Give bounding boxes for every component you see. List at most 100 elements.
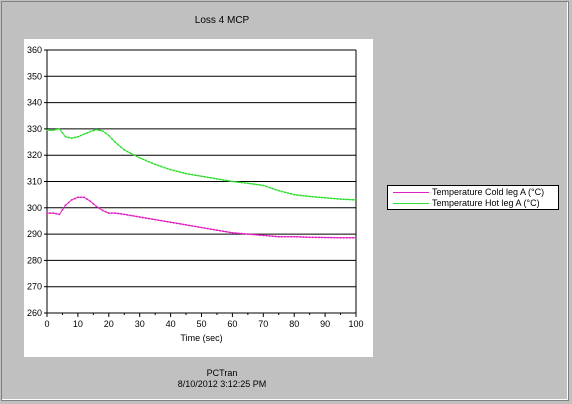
series-0-point	[330, 236, 333, 239]
series-1-point	[324, 197, 326, 199]
x-tick-label-50: 50	[196, 319, 206, 329]
series-0-point	[281, 235, 283, 238]
series-1-point	[339, 198, 342, 200]
legend-swatch-cold-leg	[393, 192, 429, 193]
series-1-point	[293, 193, 295, 196]
y-tick-label-340: 340	[27, 98, 42, 108]
footer: PCTran 8/10/2012 3:12:25 PM	[102, 368, 342, 390]
series-0-point	[274, 235, 277, 238]
series-1-point	[228, 180, 231, 182]
series-0-point	[302, 236, 305, 238]
series-1-point	[111, 137, 113, 140]
x-tick-label-70: 70	[258, 319, 268, 329]
series-1-point	[157, 164, 160, 167]
window-bevel	[2, 2, 568, 400]
series-1-point	[126, 150, 129, 153]
x-tick-label-100: 100	[348, 319, 363, 329]
series-0-point	[231, 231, 234, 234]
series-0-point	[237, 232, 240, 235]
series-0-point	[225, 230, 228, 233]
y-tick-label-360: 360	[27, 45, 42, 55]
series-0-point	[308, 236, 311, 239]
y-tick-label-300: 300	[27, 203, 42, 213]
series-1-point	[101, 130, 104, 132]
series-0-point	[299, 236, 302, 238]
series-1-point	[120, 146, 122, 149]
series-1-point	[55, 128, 58, 131]
series-1-point	[117, 143, 119, 146]
series-0-point	[58, 213, 61, 216]
series-1-point	[46, 129, 48, 132]
series-0-point	[318, 236, 320, 239]
series-0-point	[250, 233, 252, 236]
series-0-point	[219, 229, 221, 232]
series-1-point	[172, 169, 175, 172]
series-0-point	[117, 212, 119, 215]
legend-entry-hot-leg: Temperature Hot leg A (°C)	[388, 198, 558, 209]
series-1-point	[284, 191, 286, 194]
legend-swatch-hot-leg	[393, 203, 429, 204]
series-1-point	[219, 178, 221, 181]
y-tick-label-310: 310	[27, 177, 42, 187]
legend-label-hot-leg: Temperature Hot leg A (°C)	[432, 198, 540, 208]
y-tick-label-260: 260	[27, 308, 42, 318]
series-0-point	[339, 236, 342, 239]
series-0-point	[228, 231, 231, 234]
series-0-point	[216, 229, 218, 231]
series-1-point	[70, 137, 73, 139]
series-0-point	[336, 236, 339, 239]
series-0-point	[287, 235, 289, 238]
series-1-point	[145, 159, 147, 162]
series-1-point	[98, 129, 101, 132]
series-0-point	[265, 234, 268, 237]
series-1-point	[302, 194, 305, 197]
series-1-point	[352, 198, 354, 201]
series-1-point	[287, 192, 289, 194]
series-1-point	[58, 128, 61, 130]
legend-label-cold-leg: Temperature Cold leg A (°C)	[432, 187, 545, 197]
series-1-point	[160, 165, 163, 168]
footer-app-name: PCTran	[206, 368, 238, 378]
y-tick-label-320: 320	[27, 150, 42, 160]
series-1-point	[197, 174, 200, 177]
series-0-point	[324, 236, 326, 239]
series-1-point	[132, 153, 135, 156]
series-1-point	[86, 132, 88, 134]
series-1-point	[203, 175, 206, 178]
series-1-point	[191, 173, 194, 176]
y-tick-label-270: 270	[27, 282, 42, 292]
series-1-point	[318, 196, 320, 199]
series-1-point	[311, 195, 314, 198]
series-1-point	[247, 182, 249, 185]
y-tick-label-330: 330	[27, 124, 42, 134]
series-1-point	[342, 198, 345, 201]
x-tick-label-10: 10	[73, 319, 83, 329]
series-0-point	[349, 236, 351, 239]
series-0-point	[169, 221, 172, 224]
series-0-point	[259, 234, 262, 236]
series-1-point	[188, 173, 190, 175]
series-0-point	[172, 221, 175, 224]
series-0-point	[222, 230, 224, 233]
series-0-point	[342, 236, 345, 239]
footer-timestamp: 8/10/2012 3:12:25 PM	[177, 379, 267, 389]
series-1-point	[114, 141, 116, 143]
series-1-point	[281, 190, 283, 193]
series-0-point	[188, 224, 190, 227]
series-0-point	[129, 214, 132, 217]
series-0-point	[80, 196, 82, 199]
series-0-point	[86, 198, 88, 201]
y-tick-label-350: 350	[27, 71, 42, 81]
series-1-point	[234, 181, 237, 183]
x-tick-label-40: 40	[166, 319, 176, 329]
series-1-point	[308, 195, 311, 198]
series-1-point	[299, 194, 302, 197]
series-0-point	[70, 199, 73, 201]
series-1-point	[52, 129, 54, 132]
series-1-point	[83, 133, 85, 135]
series-0-point	[151, 218, 153, 220]
series-0-point	[163, 220, 166, 223]
y-tick-label-290: 290	[27, 229, 42, 239]
series-1-point	[271, 187, 274, 190]
